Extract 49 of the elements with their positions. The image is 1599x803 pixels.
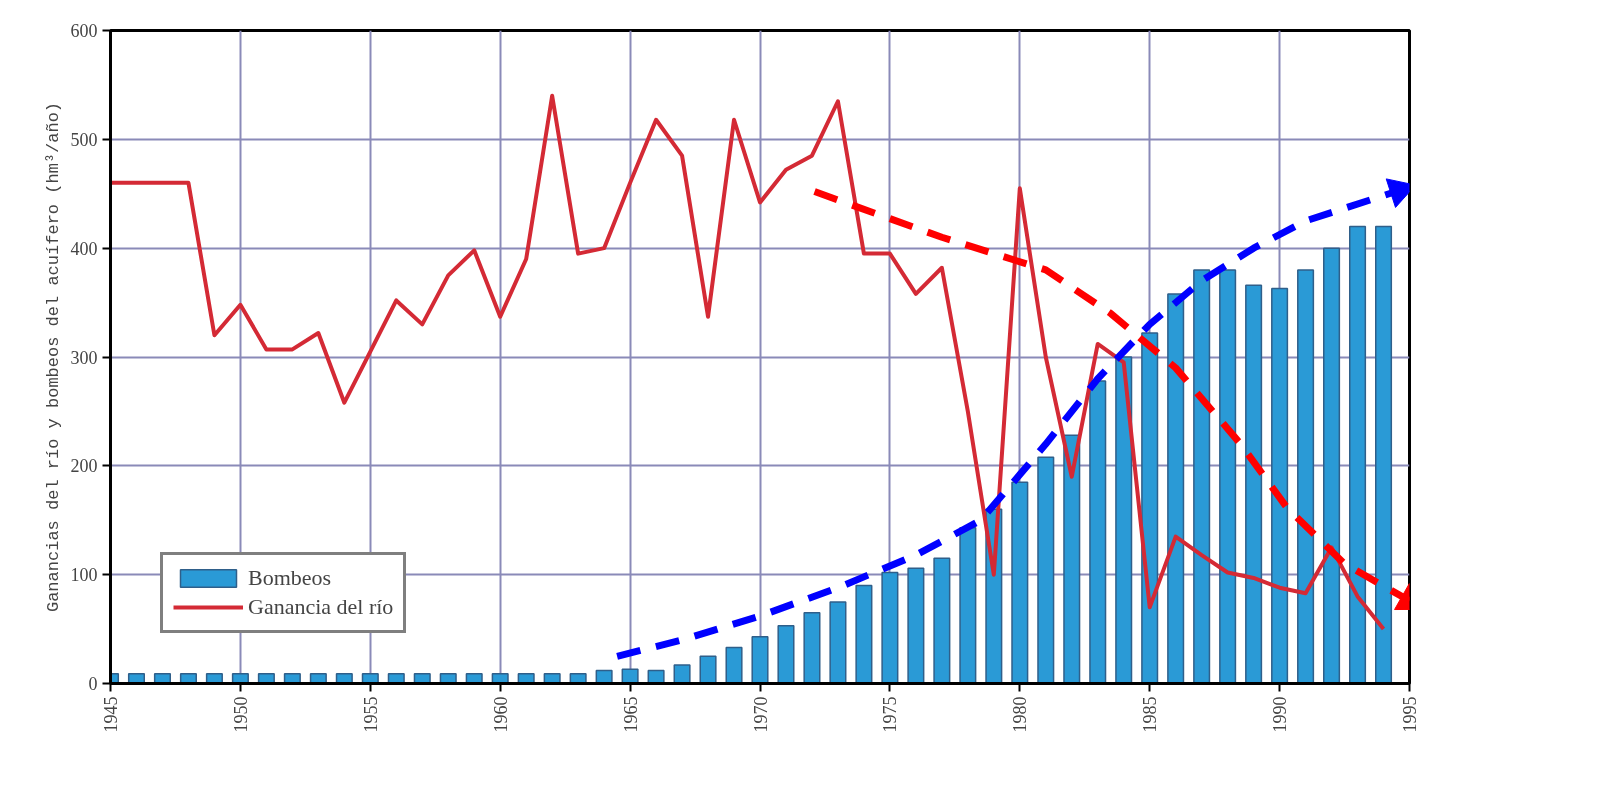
y-axis-title: Ganancias del río y bombeos del acuífero (hm³/año)	[43, 101, 63, 613]
bar	[1037, 456, 1055, 684]
bar	[1297, 269, 1315, 684]
y-tick-label: 600	[70, 21, 98, 41]
legend-label: Bombeos	[248, 565, 332, 591]
x-tick-label: 1985	[1140, 696, 1161, 733]
bar	[933, 557, 951, 684]
y-tick-label: 200	[70, 456, 98, 477]
bar	[1219, 269, 1237, 684]
bar	[1193, 269, 1211, 684]
x-tick-label: 1975	[880, 696, 901, 733]
legend-label: Ganancia del río	[248, 594, 394, 620]
bar	[1271, 287, 1289, 684]
bar	[1141, 332, 1159, 684]
x-tick-label: 1965	[620, 696, 641, 733]
y-tick-label: 500	[70, 129, 98, 150]
x-tick-label: 1960	[490, 696, 511, 733]
bar	[725, 646, 743, 684]
y-tick-label: 100	[70, 565, 98, 586]
bar	[803, 612, 821, 684]
x-tick-label: 1945	[101, 696, 121, 733]
bar	[1063, 434, 1081, 684]
x-tick-label: 1950	[230, 696, 251, 733]
bar	[1349, 225, 1367, 684]
x-tick-label: 1990	[1270, 696, 1291, 733]
bar	[777, 625, 795, 684]
bar	[1374, 225, 1393, 684]
bar	[1089, 380, 1107, 684]
bar	[907, 567, 925, 684]
bar	[1323, 247, 1341, 684]
y-tick-label: 400	[70, 238, 98, 259]
y-tick-label: 300	[70, 347, 98, 368]
bar	[959, 527, 977, 684]
line-series	[110, 93, 1386, 632]
bar	[855, 584, 873, 684]
bar	[1167, 293, 1185, 684]
bar	[1011, 481, 1029, 684]
bar	[881, 571, 899, 684]
x-tick-label: 1955	[360, 696, 381, 733]
bar	[829, 601, 847, 684]
x-tick-label: 1980	[1010, 696, 1031, 733]
y-tick-label: 0	[88, 674, 98, 694]
bar	[699, 655, 717, 684]
x-tick-label: 1970	[750, 696, 771, 733]
bar	[1245, 284, 1263, 684]
bar	[751, 635, 769, 684]
bar	[673, 664, 691, 684]
x-tick-label: 1995	[1400, 696, 1420, 733]
bar	[1115, 356, 1133, 684]
